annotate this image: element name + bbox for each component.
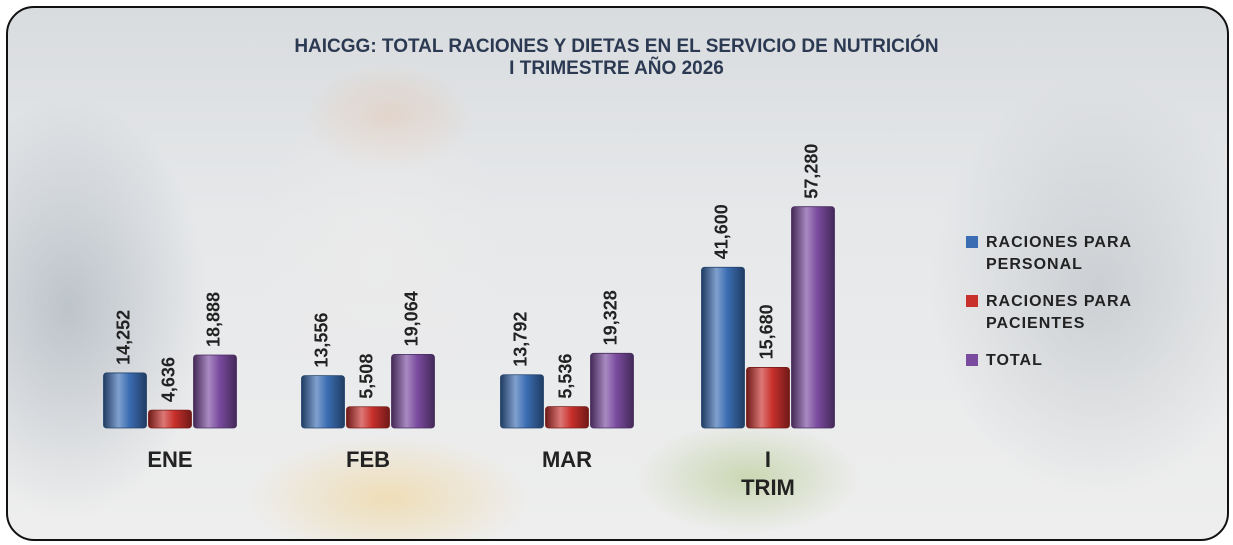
page: {"chart_data": {"type": "bar", "title": …	[0, 0, 1233, 545]
data-label: 19,064	[402, 291, 422, 346]
bar	[149, 410, 192, 428]
bar	[792, 207, 835, 428]
data-label: 5,508	[357, 354, 377, 399]
x-tick-label: I TRIM	[741, 446, 795, 502]
legend-swatch	[966, 236, 978, 248]
bar	[302, 376, 345, 428]
legend-item: TOTAL	[966, 350, 1206, 372]
data-label: 5,536	[556, 354, 576, 399]
bar	[591, 353, 634, 428]
bar	[747, 367, 790, 428]
legend-item: RACIONES PARA PACIENTES	[966, 291, 1206, 335]
legend: RACIONES PARA PERSONAL RACIONES PARA PACI…	[966, 232, 1206, 387]
bar	[392, 354, 435, 428]
bar	[546, 407, 589, 428]
data-label: 14,252	[114, 310, 134, 365]
data-label: 41,600	[712, 204, 732, 259]
bar	[501, 375, 544, 428]
x-tick-label: MAR	[542, 446, 592, 474]
bar	[104, 373, 147, 428]
legend-item: RACIONES PARA PERSONAL	[966, 232, 1206, 276]
data-label: 4,636	[159, 357, 179, 402]
legend-label: RACIONES PARA PACIENTES	[986, 291, 1186, 335]
legend-label: TOTAL	[986, 350, 1186, 372]
bar	[702, 267, 745, 428]
data-label: 57,280	[802, 144, 822, 199]
x-tick-label: ENE	[147, 446, 192, 474]
x-tick-label: FEB	[346, 446, 390, 474]
legend-swatch	[966, 295, 978, 307]
data-label: 13,556	[312, 313, 332, 368]
bar	[194, 355, 237, 428]
legend-label: RACIONES PARA PERSONAL	[986, 232, 1186, 276]
data-label: 18,888	[204, 292, 224, 347]
legend-swatch	[966, 354, 978, 366]
data-label: 15,680	[757, 304, 777, 359]
data-label: 13,792	[511, 312, 531, 367]
data-label: 19,328	[601, 290, 621, 345]
bar	[347, 407, 390, 428]
